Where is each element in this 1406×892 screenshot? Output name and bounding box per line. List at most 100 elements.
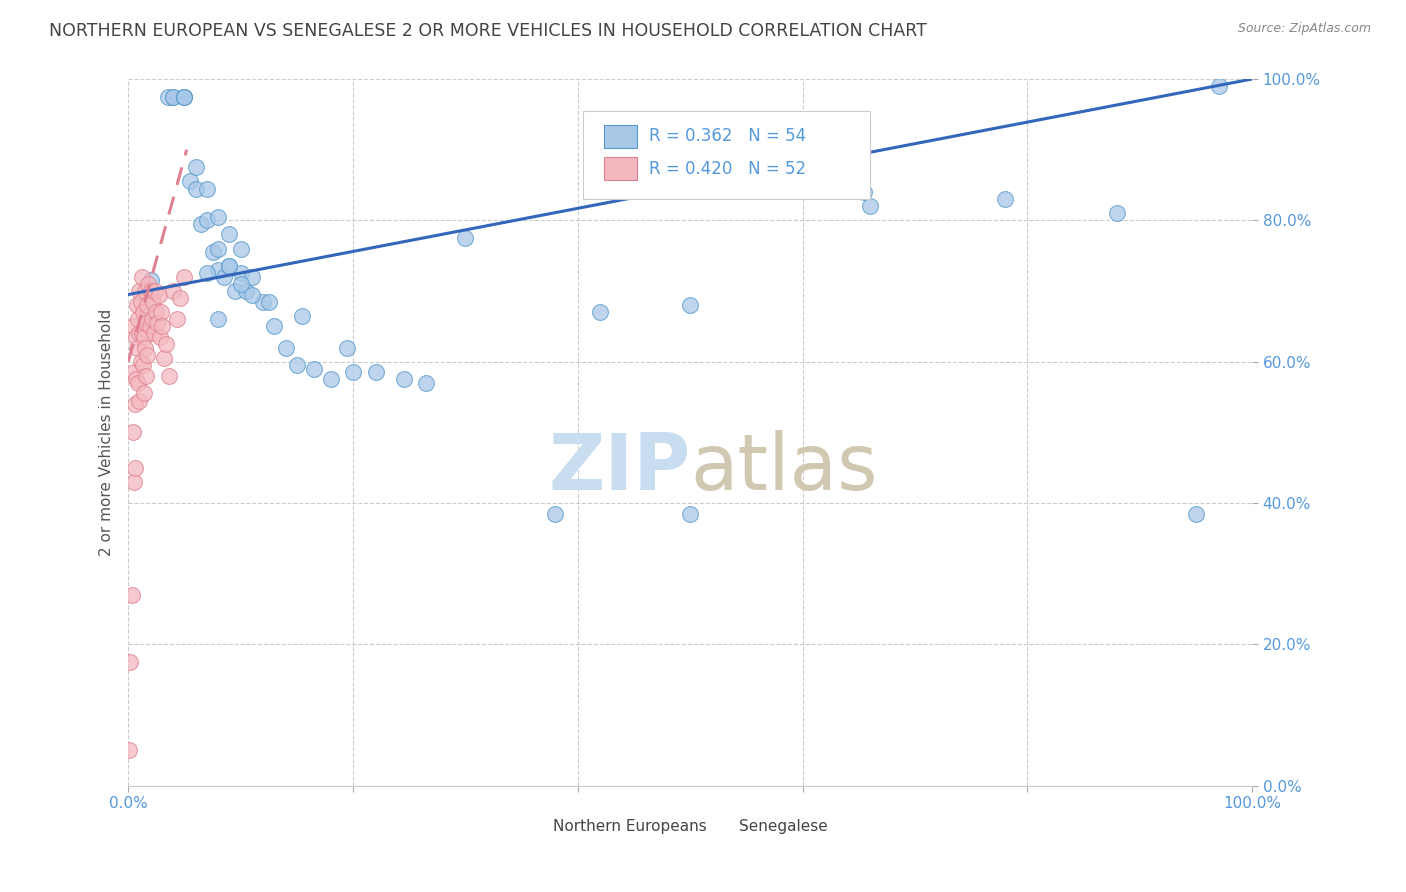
- Bar: [522, 818, 547, 835]
- Point: [157, 368, 180, 383]
- Point: [252, 294, 274, 309]
- Point: [135, 316, 157, 330]
- Text: Senegalese: Senegalese: [738, 819, 827, 833]
- Point: [134, 284, 156, 298]
- Point: [1185, 507, 1208, 521]
- Point: [142, 294, 165, 309]
- Point: [229, 242, 252, 256]
- Text: Source: ZipAtlas.com: Source: ZipAtlas.com: [1237, 22, 1371, 36]
- Point: [589, 305, 612, 319]
- Point: [138, 277, 160, 291]
- Point: [207, 312, 229, 326]
- Point: [679, 507, 702, 521]
- Point: [240, 287, 263, 301]
- Point: [415, 376, 437, 390]
- Point: [257, 294, 280, 309]
- Point: [120, 655, 142, 669]
- Point: [162, 89, 184, 103]
- Point: [162, 89, 184, 103]
- Point: [148, 287, 170, 301]
- Point: [146, 316, 169, 330]
- Point: [364, 365, 387, 379]
- Point: [274, 341, 297, 355]
- Point: [128, 326, 150, 341]
- Bar: [707, 818, 733, 835]
- Point: [121, 319, 143, 334]
- Point: [229, 277, 252, 291]
- Point: [218, 260, 240, 274]
- Text: NORTHERN EUROPEAN VS SENEGALESE 2 OR MORE VEHICLES IN HOUSEHOLD CORRELATION CHAR: NORTHERN EUROPEAN VS SENEGALESE 2 OR MOR…: [49, 22, 927, 40]
- Point: [143, 326, 166, 341]
- Point: [139, 273, 162, 287]
- Text: atlas: atlas: [690, 430, 877, 506]
- Point: [224, 284, 246, 298]
- Point: [138, 319, 160, 334]
- Point: [207, 210, 229, 224]
- Point: [190, 217, 212, 231]
- Point: [302, 361, 325, 376]
- Point: [207, 242, 229, 256]
- Text: Northern Europeans: Northern Europeans: [553, 819, 707, 833]
- FancyBboxPatch shape: [583, 111, 870, 199]
- Point: [125, 372, 148, 386]
- Point: [153, 351, 176, 366]
- Point: [134, 341, 156, 355]
- Point: [454, 231, 477, 245]
- Point: [135, 368, 157, 383]
- Point: [136, 348, 159, 362]
- Point: [166, 312, 188, 326]
- Point: [132, 358, 155, 372]
- Point: [212, 269, 235, 284]
- Point: [127, 376, 149, 390]
- Point: [1208, 78, 1230, 93]
- Point: [179, 174, 201, 188]
- Point: [544, 507, 567, 521]
- Point: [195, 213, 218, 227]
- Point: [195, 266, 218, 280]
- Point: [319, 372, 342, 386]
- Point: [156, 89, 179, 103]
- Point: [201, 245, 224, 260]
- Point: [127, 341, 149, 355]
- Point: [994, 192, 1017, 206]
- Point: [195, 181, 218, 195]
- Point: [392, 372, 415, 386]
- Point: [173, 89, 195, 103]
- Bar: [603, 125, 637, 147]
- Point: [127, 312, 149, 326]
- Point: [121, 425, 143, 440]
- Point: [129, 354, 152, 368]
- Point: [155, 337, 177, 351]
- Point: [132, 305, 155, 319]
- Point: [139, 284, 162, 298]
- Point: [149, 305, 172, 319]
- Point: [124, 460, 146, 475]
- Point: [679, 298, 702, 312]
- Point: [184, 181, 207, 195]
- Point: [150, 319, 173, 334]
- Point: [143, 284, 166, 298]
- Point: [121, 588, 143, 602]
- Point: [122, 365, 145, 379]
- Point: [122, 475, 145, 489]
- Point: [240, 269, 263, 284]
- Point: [141, 312, 163, 326]
- Point: [125, 330, 148, 344]
- Point: [173, 269, 195, 284]
- Point: [128, 393, 150, 408]
- Point: [342, 365, 364, 379]
- Point: [336, 341, 359, 355]
- Point: [853, 185, 876, 199]
- Point: [218, 227, 240, 242]
- Point: [173, 89, 195, 103]
- Point: [173, 89, 195, 103]
- Point: [124, 397, 146, 411]
- Point: [207, 262, 229, 277]
- Point: [118, 743, 141, 757]
- Point: [1107, 206, 1129, 220]
- Text: R = 0.362   N = 54: R = 0.362 N = 54: [648, 128, 806, 145]
- Text: R = 0.420   N = 52: R = 0.420 N = 52: [648, 160, 806, 178]
- Bar: [603, 157, 637, 180]
- Point: [128, 284, 150, 298]
- Point: [184, 161, 207, 175]
